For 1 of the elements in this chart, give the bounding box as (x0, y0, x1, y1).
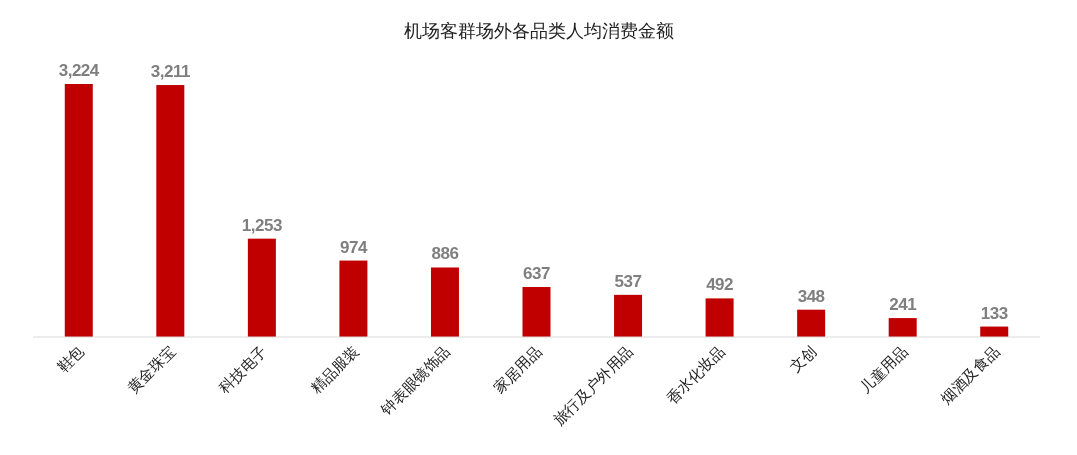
title: 机场客群场外各品类人均消费金额 (403, 21, 674, 41)
